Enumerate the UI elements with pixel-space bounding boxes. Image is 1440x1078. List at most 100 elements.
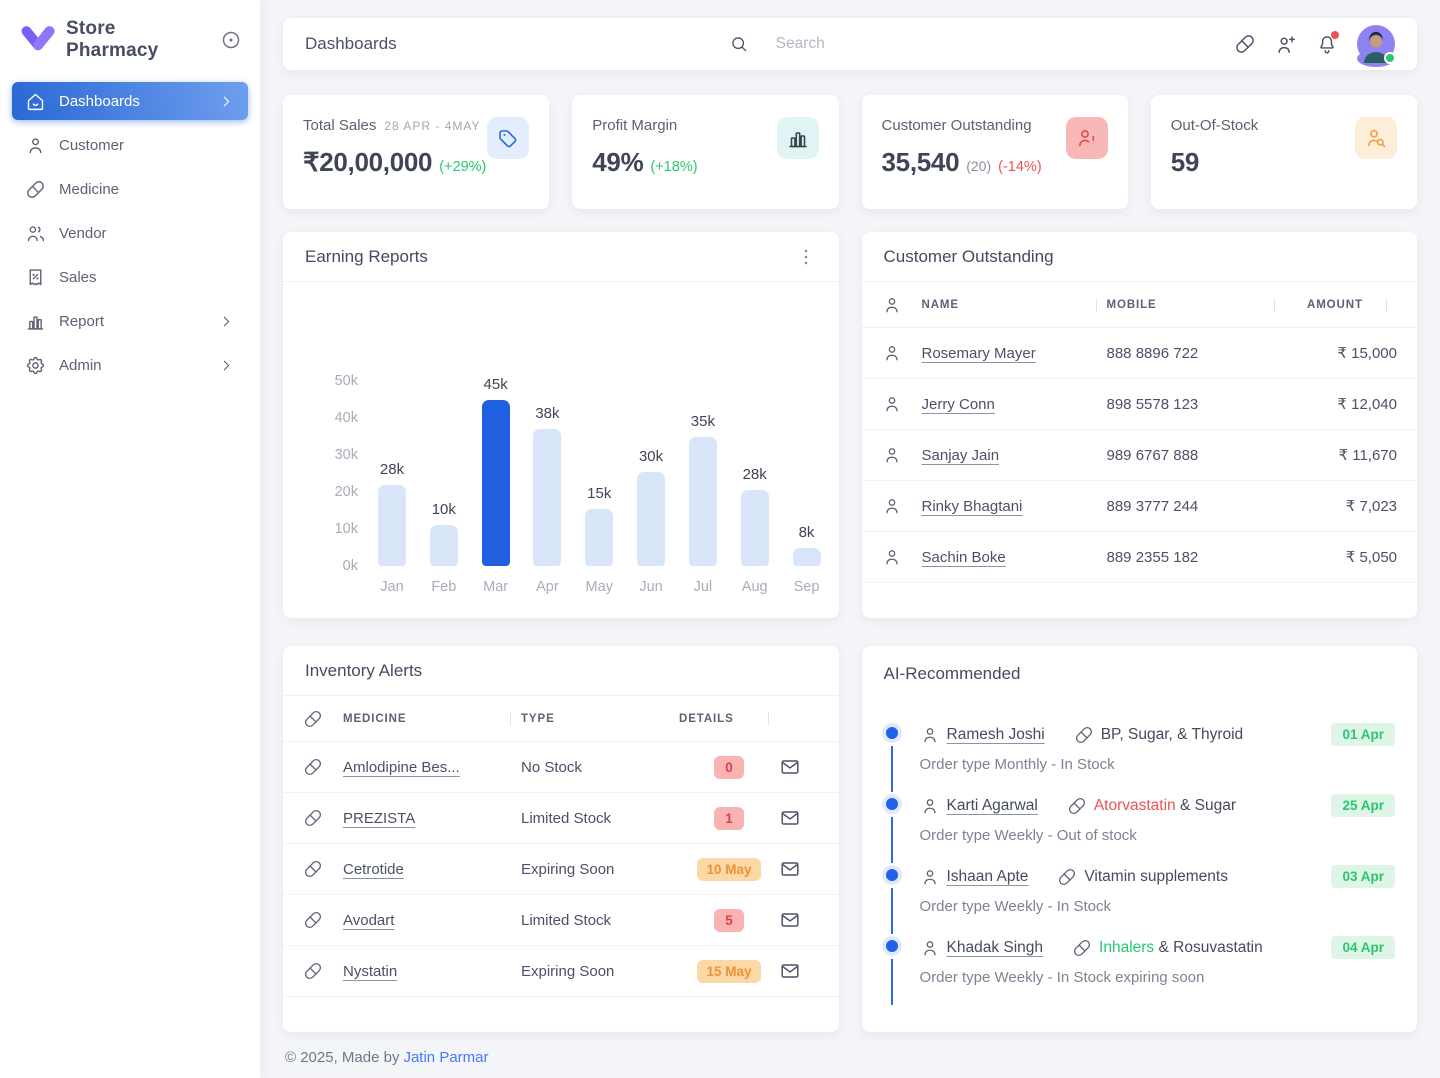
stat-label: Profit Margin: [592, 117, 678, 134]
chart-bar-apr[interactable]: 38k: [533, 405, 562, 566]
medicine-shortcut-icon[interactable]: [1234, 33, 1256, 55]
user-icon: [920, 796, 940, 816]
alert-detail-badge: 15 May: [697, 959, 761, 983]
sidebar-item-sales[interactable]: Sales: [12, 258, 248, 296]
chart-bar-may[interactable]: 15k: [585, 485, 614, 566]
medicine-name-link[interactable]: Nystatin: [343, 962, 398, 980]
ai-customer-name-link[interactable]: Khadak Singh: [946, 938, 1044, 956]
earning-reports-title: Earning Reports: [305, 246, 428, 266]
bar-value-label: 30k: [638, 447, 664, 465]
inventory-row: Cetrotide Expiring Soon 10 May: [283, 844, 839, 895]
ai-customer-name-link[interactable]: Ishaan Apte: [946, 867, 1029, 885]
customer-mobile: 898 5578 123: [1106, 395, 1199, 413]
ai-customer-name-link[interactable]: Ramesh Joshi: [946, 725, 1045, 743]
mail-icon[interactable]: [779, 756, 801, 778]
customer-name-link[interactable]: Rosemary Mayer: [921, 344, 1036, 362]
timeline-dot: [885, 869, 898, 881]
medicine-name-link[interactable]: PREZISTA: [343, 809, 416, 827]
bar-value-label: 28k: [742, 466, 767, 484]
chart-x-label: Apr: [536, 579, 559, 595]
timeline-dot: [885, 727, 898, 739]
chart-icon: [776, 117, 819, 159]
pill-icon: [303, 961, 323, 981]
search-icon[interactable]: [729, 34, 749, 54]
chart-bar-mar[interactable]: 45k: [481, 375, 510, 566]
brand-logo-icon: [21, 26, 55, 51]
sidebar-item-dashboards[interactable]: Dashboards: [12, 82, 248, 120]
users-icon: [25, 223, 46, 244]
customer-row: Sanjay Jain 989 6767 888 ₹ 11,670: [861, 430, 1417, 481]
sidebar-collapse-icon[interactable]: [220, 29, 242, 51]
customer-mobile: 889 3777 244: [1106, 497, 1199, 515]
chart-bar-feb[interactable]: 10k: [429, 501, 458, 566]
chart-plot: 0k 10k 20k 30k 40k 50k 28k 10k 45k 38k 15k 30k 35k 28…: [335, 326, 821, 574]
ai-date-badge: 03 Apr: [1331, 865, 1395, 888]
pill-icon: [1074, 725, 1094, 745]
chart-bar-jan[interactable]: 28k: [378, 461, 406, 566]
ai-customer-name-link[interactable]: Karti Agarwal: [946, 796, 1038, 814]
customer-name-link[interactable]: Sachin Boke: [921, 548, 1006, 566]
customer-amount: ₹ 5,050: [1345, 549, 1397, 566]
medicine-name-link[interactable]: Amlodipine Bes...: [343, 758, 460, 776]
chart-bar-sep[interactable]: 8k: [792, 523, 821, 566]
customer-name-link[interactable]: Sanjay Jain: [921, 446, 1000, 464]
mail-icon[interactable]: [779, 807, 801, 829]
chart-x-label: Mar: [483, 579, 509, 595]
main-content: Dashboards: [260, 0, 1440, 1078]
search-input[interactable]: [775, 35, 1056, 53]
sidebar-item-admin[interactable]: Admin: [12, 346, 248, 384]
bar-value-label: 8k: [798, 523, 815, 541]
customer-table-body: Rosemary Mayer 888 8896 722 ₹ 15,000 Jerry …: [861, 328, 1417, 583]
chart-bar-aug[interactable]: 28k: [740, 466, 769, 566]
bar: [585, 508, 614, 566]
mail-icon[interactable]: [779, 909, 801, 931]
timeline-dot: [885, 798, 898, 810]
sidebar-item-customer[interactable]: Customer: [12, 126, 248, 164]
sidebar-item-label: Admin: [59, 356, 102, 374]
ai-medicines: BP, Sugar, & Thyroid: [1100, 725, 1244, 743]
stat-card-customer-outstanding: Customer Outstanding 35,540 (20) (-14%): [861, 95, 1128, 209]
sidebar-item-label: Medicine: [59, 180, 120, 198]
customer-amount: ₹ 11,670: [1338, 447, 1397, 464]
add-user-icon[interactable]: [1275, 33, 1297, 55]
customer-row: Rosemary Mayer 888 8896 722 ₹ 15,000: [861, 328, 1417, 379]
medicine-name-link[interactable]: Avodart: [343, 911, 395, 929]
user-avatar[interactable]: [1357, 25, 1396, 67]
notification-badge: [1331, 31, 1339, 39]
sidebar-item-vendor[interactable]: Vendor: [12, 214, 248, 252]
notifications-bell-icon[interactable]: [1316, 31, 1339, 55]
chart-y-tick: 30k: [334, 447, 358, 463]
earning-reports-card: Earning Reports 0k 10k 20k 30k 40k 50k 28k 10k 4…: [283, 232, 839, 618]
user-icon: [882, 295, 902, 315]
mail-icon[interactable]: [779, 858, 801, 880]
stat-delta: (-14%): [998, 159, 1042, 175]
chevron-right-icon: [218, 313, 235, 330]
user-icon: [882, 445, 902, 465]
mail-icon[interactable]: [779, 960, 801, 982]
topbar-actions: [1234, 25, 1396, 67]
user-icon: [25, 135, 46, 156]
chart-bar-jul[interactable]: 35k: [688, 413, 717, 566]
footer-author-link[interactable]: Jatin Parmar: [403, 1049, 489, 1066]
customer-name-link[interactable]: Rinky Bhagtani: [921, 497, 1023, 515]
ai-order-note: Order type Weekly - In Stock expiring so…: [919, 969, 1205, 986]
sidebar-item-medicine[interactable]: Medicine: [12, 170, 248, 208]
receipt-icon: [25, 267, 46, 288]
customer-name-link[interactable]: Jerry Conn: [921, 395, 995, 413]
customer-mobile: 888 8896 722: [1106, 344, 1199, 362]
alert-type: Expiring Soon: [521, 962, 615, 980]
brand-title: Store Pharmacy: [66, 18, 159, 61]
bar-value-label: 45k: [483, 375, 508, 393]
ai-recommended-list: Ramesh Joshi BP, Sugar, & Thyroid 01 Apr…: [862, 723, 1418, 1005]
stat-card-total-sales: Total Sales 28 APR - 4MAY ₹20,00,000 (+2…: [283, 95, 550, 209]
pill-icon: [1057, 867, 1077, 887]
more-options-icon[interactable]: [795, 246, 817, 268]
chart-x-label: Sep: [793, 579, 820, 595]
medicine-name-link[interactable]: Cetrotide: [343, 860, 404, 878]
stat-sub-value: (20): [966, 158, 992, 174]
timeline-line: [890, 888, 893, 934]
chart-bar-jun[interactable]: 30k: [637, 447, 666, 566]
brand: Store Pharmacy: [0, 0, 260, 78]
sidebar-item-report[interactable]: Report: [12, 302, 248, 340]
customer-outstanding-title: Customer Outstanding: [883, 246, 1054, 266]
